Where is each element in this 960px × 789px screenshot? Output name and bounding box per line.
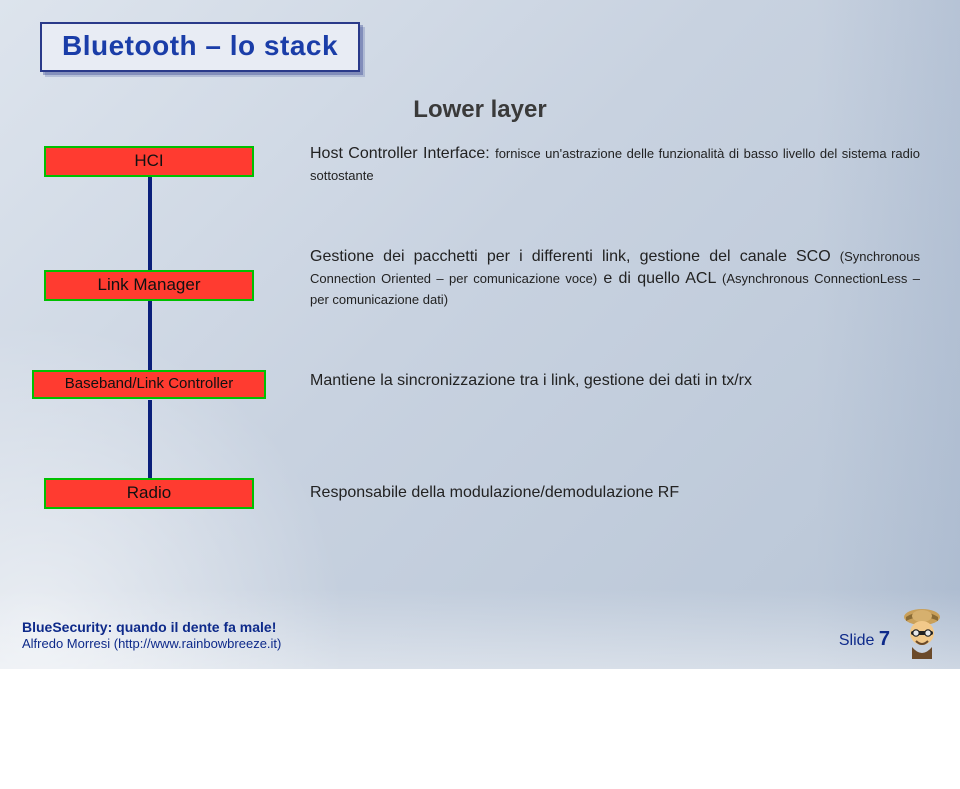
- desc-lm-mid: e di quello ACL: [597, 270, 722, 287]
- layer-label-lm: Link Manager: [97, 275, 200, 294]
- connector-hci-lm: [148, 176, 152, 270]
- desc-hci: Host Controller Interface: fornisce un'a…: [310, 143, 920, 186]
- layer-box-bb: Baseband/Link Controller: [32, 370, 266, 399]
- connector-lm-bb: [148, 300, 152, 370]
- slide-number-value: 7: [879, 628, 890, 650]
- layer-label-radio: Radio: [127, 483, 171, 502]
- layer-box-hci: HCI: [44, 146, 254, 177]
- slide-title: Bluetooth – lo stack: [62, 30, 338, 62]
- avatar-icon: [896, 603, 948, 659]
- layer-label-hci: HCI: [134, 151, 163, 170]
- slide-label: Slide: [839, 632, 875, 649]
- desc-bb: Mantiene la sincronizzazione tra i link,…: [310, 370, 920, 392]
- desc-lm-line1: Gestione dei pacchetti per i differenti …: [310, 248, 840, 265]
- footer-left: BlueSecurity: quando il dente fa male! A…: [22, 618, 281, 653]
- desc-radio: Responsabile della modulazione/demodulaz…: [310, 482, 920, 504]
- slide-subtitle: Lower layer: [0, 96, 960, 124]
- slide-title-box: Bluetooth – lo stack: [40, 22, 360, 72]
- layer-label-bb: Baseband/Link Controller: [65, 375, 233, 392]
- desc-lm: Gestione dei pacchetti per i differenti …: [310, 246, 920, 311]
- slide-number: Slide 7: [839, 628, 890, 651]
- layer-box-lm: Link Manager: [44, 270, 254, 301]
- layer-box-radio: Radio: [44, 478, 254, 509]
- connector-bb-radio: [148, 400, 152, 478]
- desc-hci-lead: Host Controller Interface:: [310, 145, 495, 162]
- footer-title: BlueSecurity: quando il dente fa male!: [22, 618, 281, 636]
- footer-author: Alfredo Morresi (http://www.rainbowbreez…: [22, 636, 281, 653]
